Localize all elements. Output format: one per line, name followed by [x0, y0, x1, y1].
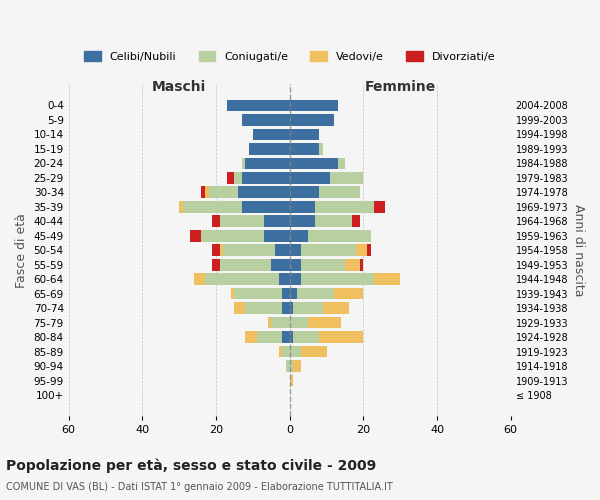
- Bar: [352, 216, 359, 227]
- Bar: [301, 274, 374, 285]
- Bar: [301, 259, 345, 270]
- Bar: [235, 172, 242, 184]
- Bar: [301, 346, 326, 358]
- Bar: [242, 201, 290, 212]
- Bar: [290, 244, 301, 256]
- Bar: [293, 302, 323, 314]
- Bar: [308, 317, 341, 328]
- Bar: [179, 201, 183, 212]
- Bar: [330, 172, 364, 184]
- Bar: [212, 216, 220, 227]
- Bar: [227, 172, 235, 184]
- Bar: [316, 201, 374, 212]
- Bar: [323, 302, 349, 314]
- Bar: [245, 158, 290, 169]
- Bar: [290, 230, 308, 241]
- Bar: [290, 158, 338, 169]
- Bar: [367, 244, 371, 256]
- Bar: [231, 288, 235, 300]
- Bar: [290, 375, 293, 386]
- Bar: [290, 302, 293, 314]
- Bar: [359, 259, 364, 270]
- Bar: [283, 332, 290, 343]
- Bar: [223, 244, 275, 256]
- Bar: [201, 230, 264, 241]
- Bar: [290, 201, 316, 212]
- Bar: [253, 128, 290, 140]
- Bar: [245, 332, 257, 343]
- Bar: [278, 274, 290, 285]
- Bar: [275, 244, 290, 256]
- Bar: [220, 244, 223, 256]
- Bar: [345, 259, 359, 270]
- Bar: [297, 288, 334, 300]
- Bar: [283, 288, 290, 300]
- Bar: [290, 346, 301, 358]
- Bar: [209, 186, 238, 198]
- Bar: [205, 186, 209, 198]
- Bar: [290, 332, 293, 343]
- Text: Maschi: Maschi: [152, 80, 206, 94]
- Bar: [290, 317, 308, 328]
- Bar: [374, 201, 385, 212]
- Bar: [316, 216, 352, 227]
- Bar: [212, 244, 220, 256]
- Legend: Celibi/Nubili, Coniugati/e, Vedovi/e, Divorziati/e: Celibi/Nubili, Coniugati/e, Vedovi/e, Di…: [80, 47, 500, 66]
- Bar: [242, 114, 290, 126]
- Bar: [268, 317, 271, 328]
- Text: Femmine: Femmine: [365, 80, 436, 94]
- Bar: [290, 274, 301, 285]
- Bar: [334, 288, 364, 300]
- Bar: [190, 230, 201, 241]
- Bar: [308, 230, 371, 241]
- Bar: [286, 360, 290, 372]
- Bar: [283, 302, 290, 314]
- Bar: [264, 216, 290, 227]
- Bar: [293, 360, 301, 372]
- Bar: [290, 259, 301, 270]
- Bar: [227, 100, 290, 111]
- Bar: [194, 274, 205, 285]
- Bar: [238, 186, 290, 198]
- Bar: [293, 332, 319, 343]
- Bar: [220, 259, 271, 270]
- Bar: [249, 143, 290, 154]
- Bar: [235, 288, 283, 300]
- Bar: [356, 244, 367, 256]
- Bar: [290, 100, 338, 111]
- Bar: [271, 259, 290, 270]
- Bar: [290, 216, 316, 227]
- Bar: [338, 158, 345, 169]
- Bar: [242, 158, 245, 169]
- Bar: [201, 186, 205, 198]
- Bar: [283, 346, 290, 358]
- Bar: [290, 360, 293, 372]
- Bar: [319, 143, 323, 154]
- Bar: [290, 143, 319, 154]
- Bar: [235, 302, 245, 314]
- Y-axis label: Fasce di età: Fasce di età: [15, 213, 28, 288]
- Bar: [290, 128, 319, 140]
- Text: COMUNE DI VAS (BL) - Dati ISTAT 1° gennaio 2009 - Elaborazione TUTTITALIA.IT: COMUNE DI VAS (BL) - Dati ISTAT 1° genna…: [6, 482, 393, 492]
- Bar: [245, 302, 283, 314]
- Bar: [257, 332, 283, 343]
- Bar: [319, 186, 359, 198]
- Bar: [264, 230, 290, 241]
- Bar: [212, 259, 220, 270]
- Bar: [290, 114, 334, 126]
- Bar: [183, 201, 242, 212]
- Bar: [301, 244, 356, 256]
- Bar: [271, 317, 290, 328]
- Bar: [242, 172, 290, 184]
- Bar: [278, 346, 283, 358]
- Bar: [290, 288, 297, 300]
- Bar: [374, 274, 400, 285]
- Bar: [319, 332, 364, 343]
- Bar: [290, 186, 319, 198]
- Bar: [220, 216, 264, 227]
- Y-axis label: Anni di nascita: Anni di nascita: [572, 204, 585, 296]
- Bar: [205, 274, 278, 285]
- Text: Popolazione per età, sesso e stato civile - 2009: Popolazione per età, sesso e stato civil…: [6, 458, 376, 473]
- Bar: [290, 172, 330, 184]
